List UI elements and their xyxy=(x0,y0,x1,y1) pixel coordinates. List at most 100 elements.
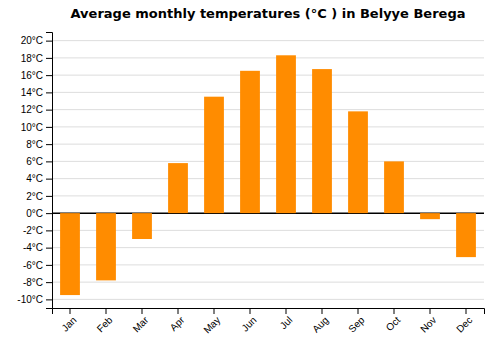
x-tick: Aug xyxy=(310,308,330,335)
bar xyxy=(384,161,404,213)
x-tick: Feb xyxy=(95,308,115,334)
y-tick: 6°C xyxy=(26,156,52,167)
y-tick: 2°C xyxy=(26,191,52,202)
grid-line xyxy=(52,144,484,145)
bars xyxy=(60,55,476,295)
y-tick: 0°C xyxy=(26,208,52,219)
bar xyxy=(240,71,260,213)
grid-line xyxy=(52,161,484,162)
y-tick-label: 14°C xyxy=(21,87,43,98)
x-tick-mark xyxy=(214,308,215,314)
x-tick: May xyxy=(201,308,222,336)
y-tick-mark xyxy=(46,75,52,76)
y-tick-label: 0°C xyxy=(26,208,43,219)
grid-line xyxy=(52,75,484,76)
x-tick-label: Apr xyxy=(168,314,187,333)
bar xyxy=(276,55,296,213)
grid-line xyxy=(52,126,484,127)
x-tick-label: Jul xyxy=(278,314,295,331)
y-tick-mark xyxy=(46,144,52,145)
y-tick: 4°C xyxy=(26,173,52,184)
y-tick-mark xyxy=(46,110,52,111)
bar xyxy=(456,213,476,257)
x-tick: Jan xyxy=(59,308,78,334)
y-tick-mark xyxy=(46,179,52,180)
y-tick: 14°C xyxy=(21,87,52,98)
x-tick: Jul xyxy=(278,308,295,331)
y-tick: -6°C xyxy=(23,260,52,271)
grid-line xyxy=(52,57,484,58)
x-axis-line xyxy=(53,309,485,315)
y-tick: -8°C xyxy=(23,277,52,288)
y-tick-label: -4°C xyxy=(23,242,43,253)
x-tick-label: Dec xyxy=(454,314,474,334)
x-tick: Mar xyxy=(131,308,151,334)
y-tick-mark xyxy=(46,213,52,214)
y-tick-label: 10°C xyxy=(21,122,43,133)
grid xyxy=(52,41,484,300)
y-tick: 16°C xyxy=(21,70,52,81)
bar xyxy=(60,213,80,295)
x-tick: Dec xyxy=(454,308,474,335)
chart: -10°C -8°C -6°C -4°C -2°C 0°C 2°C 4°C 6°C 8°C 10°C… xyxy=(0,0,500,350)
grid-line xyxy=(52,247,484,248)
x-axis: Jan Feb Mar Apr May Jun Jul Aug Sep Oct Nov Dec xyxy=(53,308,485,336)
zero-line xyxy=(52,212,484,214)
bar xyxy=(132,213,152,239)
x-tick-label: May xyxy=(201,314,222,335)
x-tick: Oct xyxy=(384,308,403,333)
y-tick-mark xyxy=(46,92,52,93)
grid-line xyxy=(52,109,484,110)
bar xyxy=(96,213,116,280)
y-tick-label: -8°C xyxy=(23,277,43,288)
grid-line xyxy=(52,264,484,265)
grid-line xyxy=(52,92,484,93)
x-tick-label: Oct xyxy=(384,314,403,333)
y-tick-mark xyxy=(46,299,52,300)
x-tick-mark xyxy=(358,308,359,314)
y-tick: -10°C xyxy=(17,294,52,305)
y-tick-label: -6°C xyxy=(23,260,43,271)
y-tick: 20°C xyxy=(21,35,52,46)
y-tick: 10°C xyxy=(21,122,52,133)
y-tick: -2°C xyxy=(23,225,52,236)
y-tick-mark xyxy=(46,230,52,231)
x-tick: Nov xyxy=(418,308,438,335)
grid-line xyxy=(52,178,484,179)
bar xyxy=(168,163,188,213)
x-tick-mark xyxy=(322,308,323,314)
bar xyxy=(348,111,368,213)
y-tick: -4°C xyxy=(23,242,52,253)
x-tick-mark xyxy=(70,308,71,314)
bar xyxy=(312,69,332,213)
y-axis-line xyxy=(46,33,53,309)
x-tick-label: Sep xyxy=(346,314,367,335)
y-tick-label: 20°C xyxy=(21,35,43,46)
x-tick-mark xyxy=(250,308,251,314)
y-tick: 8°C xyxy=(26,139,52,150)
y-tick-mark xyxy=(46,248,52,249)
y-tick-mark xyxy=(46,161,52,162)
y-tick-mark xyxy=(46,196,52,197)
x-tick-mark xyxy=(286,308,287,314)
y-tick-label: 6°C xyxy=(26,156,43,167)
y-tick-mark xyxy=(46,58,52,59)
grid-line xyxy=(52,195,484,196)
y-tick-mark xyxy=(46,282,52,283)
x-tick-label: Feb xyxy=(95,314,115,334)
x-tick: Sep xyxy=(346,308,367,335)
grid-line xyxy=(52,230,484,231)
x-tick-mark xyxy=(178,308,179,314)
x-tick-mark xyxy=(430,308,431,314)
x-tick-mark xyxy=(466,308,467,314)
bar xyxy=(420,213,440,219)
x-tick: Jun xyxy=(239,308,258,334)
x-tick-label: Jun xyxy=(239,314,258,333)
grid-line xyxy=(52,299,484,300)
y-tick-label: 2°C xyxy=(26,191,43,202)
y-tick-mark xyxy=(46,127,52,128)
y-tick-label: 18°C xyxy=(21,53,43,64)
y-tick-label: 4°C xyxy=(26,173,43,184)
x-tick-mark xyxy=(142,308,143,314)
title: Average monthly temperatures (°C ) in Be… xyxy=(71,6,466,21)
